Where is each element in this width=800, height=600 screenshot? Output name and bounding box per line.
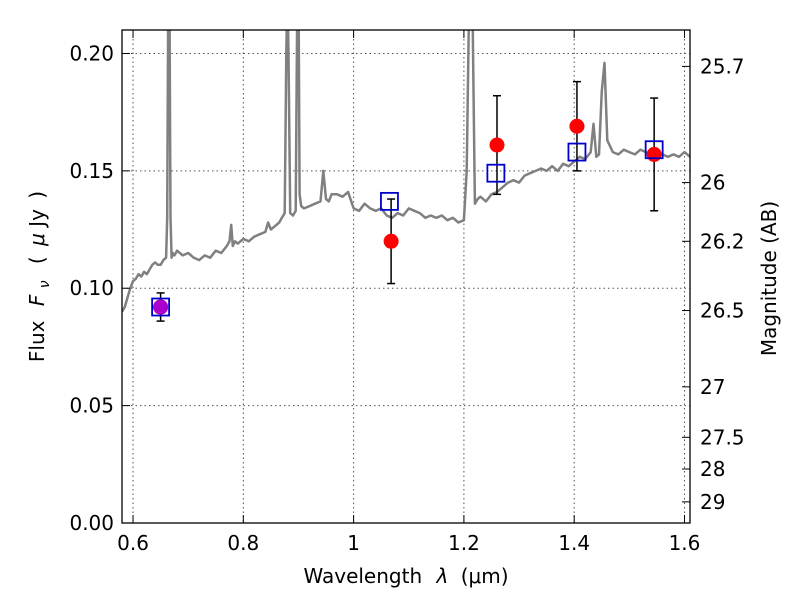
- error-bars: [156, 80, 659, 322]
- observed-points: [153, 118, 662, 315]
- x-tick-label: 1: [347, 531, 360, 555]
- observed-point: [646, 146, 662, 162]
- model-squares: [151, 140, 664, 317]
- y-tick-label: 0.20: [69, 41, 114, 65]
- x-axis-title-unit: (μm): [461, 564, 509, 588]
- x-tick-label: 0.8: [227, 531, 259, 555]
- x-tick-label: 1.2: [448, 531, 480, 555]
- y2-axis-title: Magnitude (AB): [757, 201, 781, 356]
- y-axis-title-symbol: F: [25, 294, 49, 306]
- y2-tick-label: 26.5: [700, 299, 745, 323]
- axis-ticks: 0.6 0.8 1 1.2 1.4 1.6 0.00 0.05 0.10 0.15 0.20 25.7…: [69, 30, 745, 555]
- y-axis-title-prefix: Flux: [25, 320, 49, 362]
- x-axis-title-symbol: λ: [436, 564, 449, 588]
- y-tick-label: 0.15: [69, 159, 114, 183]
- y-axis-title-unit-close: ): [25, 191, 49, 199]
- model-square: [380, 191, 399, 211]
- y2-tick-label: 26.2: [700, 229, 745, 253]
- y2-tick-label: 28: [700, 457, 725, 481]
- observed-point: [383, 233, 399, 249]
- y-tick-label: 0.05: [69, 394, 114, 418]
- y2-tick-label: 25.7: [700, 54, 745, 78]
- model-square: [644, 140, 664, 160]
- model-square: [151, 297, 171, 317]
- y-tick-label: 0.10: [69, 276, 114, 300]
- model-square: [567, 142, 587, 162]
- spectrum-series: [122, 30, 690, 313]
- x-tick-label: 1.6: [669, 531, 701, 555]
- model-square: [486, 163, 506, 183]
- y-tick-label: 0.00: [69, 511, 114, 535]
- observed-point: [569, 118, 585, 134]
- y2-tick-label: 26: [700, 171, 725, 195]
- plot-frame: [121, 29, 691, 524]
- y2-tick-label: 29: [700, 490, 725, 514]
- spectrum-line: [122, 30, 690, 313]
- y-axis-title-subscript: ν: [37, 280, 53, 288]
- x-tick-label: 0.6: [117, 531, 149, 555]
- y2-tick-label: 27.5: [700, 425, 745, 449]
- y-axis-title-unit-mu: μ: [25, 233, 49, 247]
- x-axis-title: Wavelength λ (μm): [303, 564, 508, 588]
- y-axis-title-unit-rest: Jy: [25, 209, 49, 229]
- observed-point: [489, 137, 505, 153]
- y-axis-title: Flux F ν ( μ Jy ): [25, 191, 54, 362]
- y-axis-title-unit-open: (: [25, 256, 49, 264]
- overlap-point: [153, 299, 169, 315]
- x-axis-title-prefix: Wavelength: [303, 564, 422, 588]
- x-tick-label: 1.4: [558, 531, 590, 555]
- y2-tick-label: 27: [700, 375, 725, 399]
